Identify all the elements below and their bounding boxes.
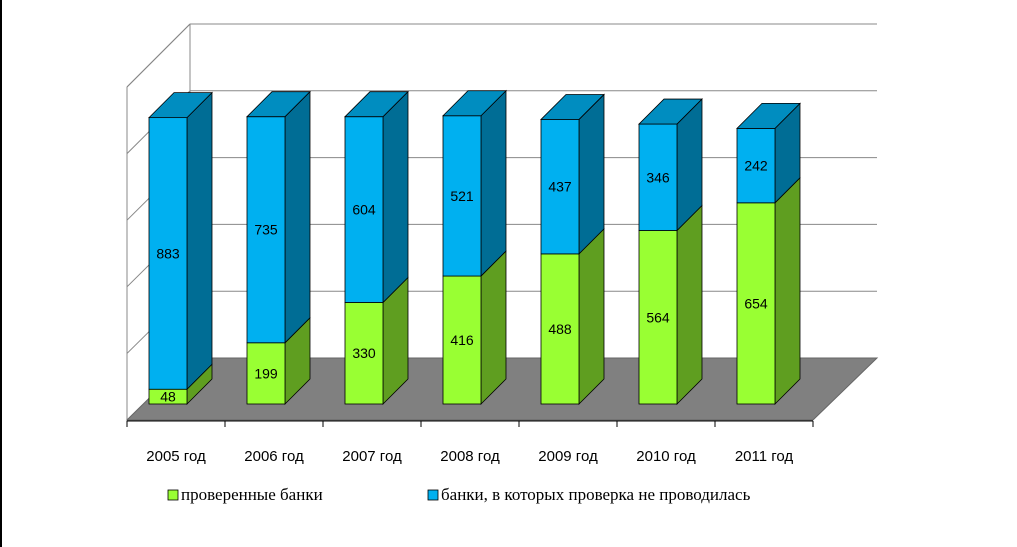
bar-top [736,102,801,129]
x-tick-label: 2011 год [735,448,794,465]
x-axis: 2005 год 2006 год 2007 год 2008 год 2009 год… [126,420,814,465]
bar-top [344,91,409,118]
bar-stack: 330 604 [344,90,409,405]
chart-bars: 48 883 199 735 330 604 416 521 488 437 564 346 654 24… [148,89,801,405]
bar-side-unchecked [578,93,605,255]
bar-top [540,94,605,120]
bar-top [148,92,213,119]
chart-left-border [0,0,2,547]
legend-swatch [167,489,179,501]
legend-label: проверенные банки [181,485,323,504]
bar-side-checked [676,204,703,405]
bar-unchecked [540,119,580,255]
data-label: 416 [450,332,474,348]
bar-stack: 564 346 [638,98,703,405]
bar-stack: 199 735 [246,90,311,405]
data-label: 604 [352,202,376,218]
bar-top [442,90,507,117]
bar-side-checked [578,227,605,405]
bar-unchecked [442,115,482,277]
bar-checked [736,202,776,405]
bar-checked [638,230,678,405]
bar-unchecked [736,127,776,204]
bar-checked [344,302,384,405]
bar-stack: 488 437 [540,93,605,405]
data-label: 883 [156,245,180,261]
bar-side-checked [480,250,507,405]
bar-stack: 654 242 [736,102,801,405]
x-tick-label: 2006 год [244,448,304,465]
legend-swatch [427,489,439,501]
bar-side-unchecked [284,90,311,344]
bar-checked [442,275,482,405]
x-tick-label: 2007 год [342,448,402,465]
bar-side-unchecked [382,90,409,304]
bar-stack: 416 521 [442,89,507,405]
bar-side-checked [774,176,801,405]
bar-checked [246,342,286,405]
x-tick-label: 2009 год [538,448,598,465]
data-label: 48 [160,389,176,405]
chart-legend: проверенные банки банки, в которых провер… [167,485,751,504]
data-label: 199 [254,365,278,381]
side-wall-gridline [126,23,191,88]
legend-label: банки, в которых проверка не проводилась [441,485,751,504]
x-tick-label: 2008 год [440,448,500,465]
bar-unchecked [638,123,678,231]
bar-unchecked [344,116,384,303]
bar-checked [540,253,580,405]
data-label: 346 [646,169,670,185]
data-label: 437 [548,179,572,195]
bar-top [246,91,311,118]
bar-stack: 48 883 [148,91,213,405]
data-label: 521 [450,188,474,204]
data-label: 330 [352,345,376,361]
x-tick-label: 2010 год [636,448,696,465]
data-label: 242 [744,158,768,174]
bar-unchecked [246,116,286,344]
bar-side-unchecked [480,89,507,278]
x-tick-label: 2005 год [146,448,206,465]
data-label: 735 [254,222,278,238]
bar-top [638,98,703,125]
bar-unchecked [148,117,188,390]
data-label: 564 [646,309,670,325]
data-label: 488 [548,321,572,337]
bar-side-unchecked [186,91,213,391]
data-label: 654 [744,295,768,311]
